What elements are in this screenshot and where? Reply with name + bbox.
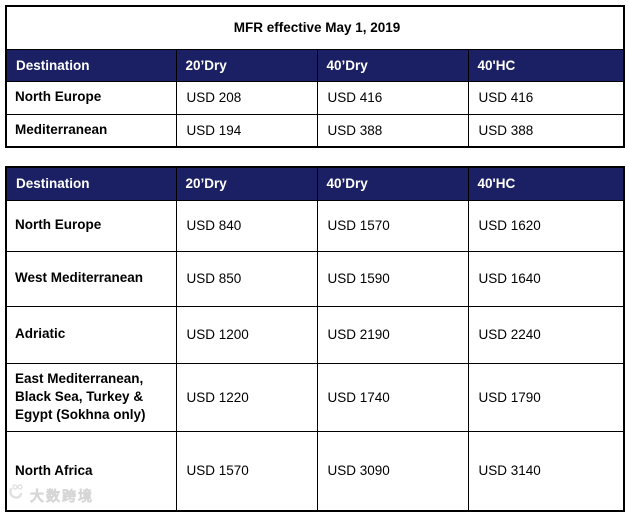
table1-col-20dry: 20’Dry: [175, 48, 318, 82]
table1-col-destination: Destination: [5, 48, 177, 82]
rate-cell-20dry: USD 1200: [175, 305, 318, 364]
destination-cell: West Mediterranean: [5, 250, 177, 307]
table2-col-40dry: 40’Dry: [316, 166, 469, 201]
rate-cell-40dry: USD 416: [316, 80, 469, 115]
rate-cell-40hc: USD 388: [467, 113, 625, 148]
rate-cell-20dry: USD 1220: [175, 362, 318, 432]
rate-cell-40hc: USD 416: [467, 80, 625, 115]
table-row: East Mediterranean, Black Sea, Turkey & …: [5, 362, 625, 432]
table1-col-40hc: 40'HC: [467, 48, 625, 82]
table2-col-20dry: 20’Dry: [175, 166, 318, 201]
rate-cell-40hc: USD 1620: [467, 199, 625, 252]
table2-header-row: Destination 20’Dry 40’Dry 40'HC: [5, 166, 625, 201]
rate-cell-20dry: USD 1570: [175, 430, 318, 512]
table-row: North Africa USD 1570 USD 3090 USD 3140: [5, 430, 625, 512]
destination-cell: Mediterranean: [5, 113, 177, 148]
rate-cell-40dry: USD 3090: [316, 430, 469, 512]
rate-cell-20dry: USD 194: [175, 113, 318, 148]
rate-cell-40dry: USD 2190: [316, 305, 469, 364]
table-row: Adriatic USD 1200 USD 2190 USD 2240: [5, 305, 625, 364]
destination-cell: Adriatic: [5, 305, 177, 364]
table1-header-row: Destination 20’Dry 40’Dry 40'HC: [5, 48, 625, 82]
rate-cell-40dry: USD 1590: [316, 250, 469, 307]
table1-title-row: MFR effective May 1, 2019: [5, 5, 625, 50]
destination-cell: North Europe: [5, 199, 177, 252]
table-row: North Europe USD 208 USD 416 USD 416: [5, 80, 625, 115]
rate-cell-40hc: USD 2240: [467, 305, 625, 364]
rate-cell-40hc: USD 1640: [467, 250, 625, 307]
rate-cell-40dry: USD 1570: [316, 199, 469, 252]
table-row: West Mediterranean USD 850 USD 1590 USD …: [5, 250, 625, 307]
table2-col-destination: Destination: [5, 166, 177, 201]
table2-col-40hc: 40'HC: [467, 166, 625, 201]
destination-rate-table: Destination 20’Dry 40’Dry 40'HC North Eu…: [5, 166, 625, 512]
table1-col-40dry: 40’Dry: [316, 48, 469, 82]
table1-title: MFR effective May 1, 2019: [5, 5, 625, 50]
rate-cell-20dry: USD 208: [175, 80, 318, 115]
rate-cell-40dry: USD 1740: [316, 362, 469, 432]
destination-cell: North Europe: [5, 80, 177, 115]
table-gap: [5, 148, 623, 166]
destination-cell: North Africa: [5, 430, 177, 512]
rate-cell-20dry: USD 840: [175, 199, 318, 252]
table-row: North Europe USD 840 USD 1570 USD 1620: [5, 199, 625, 252]
table-row: Mediterranean USD 194 USD 388 USD 388: [5, 113, 625, 148]
rate-cell-40dry: USD 388: [316, 113, 469, 148]
rate-cell-40hc: USD 1790: [467, 362, 625, 432]
destination-cell: East Mediterranean, Black Sea, Turkey & …: [5, 362, 177, 432]
rate-cell-20dry: USD 850: [175, 250, 318, 307]
rate-cell-40hc: USD 3140: [467, 430, 625, 512]
mfr-rate-table-may-2019: MFR effective May 1, 2019 Destination 20…: [5, 5, 626, 148]
